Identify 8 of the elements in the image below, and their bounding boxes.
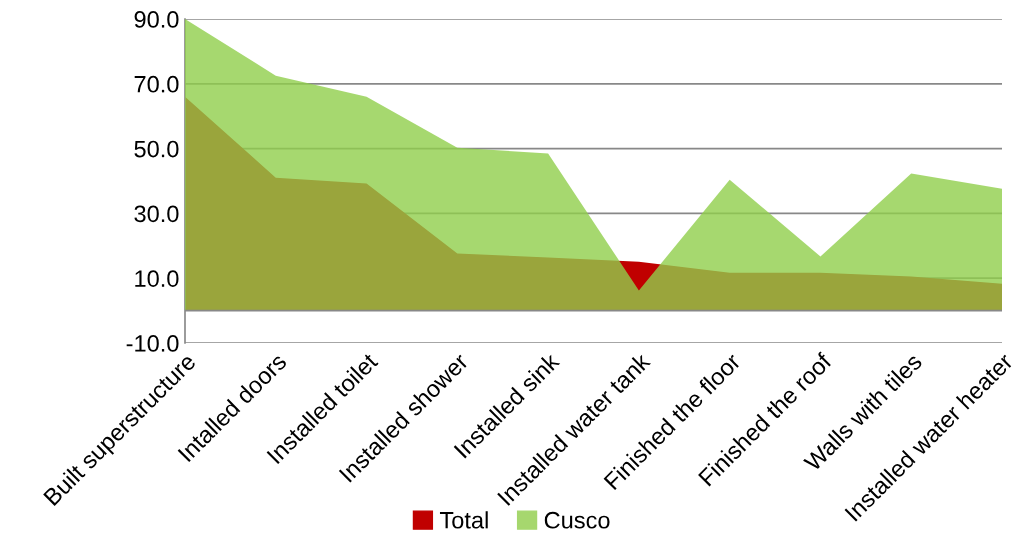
y-tick-label: 90.0	[134, 11, 179, 28]
y-tick-label: 50.0	[134, 140, 179, 158]
y-tick-label: 70.0	[134, 75, 179, 93]
y-tick-label: 10.0	[135, 270, 179, 287]
legend-label: Cusco	[544, 511, 610, 529]
y-tick-label: 30.0	[134, 205, 179, 223]
legend-label: Total	[439, 511, 488, 529]
y-tick-label: -10.0	[126, 335, 179, 352]
